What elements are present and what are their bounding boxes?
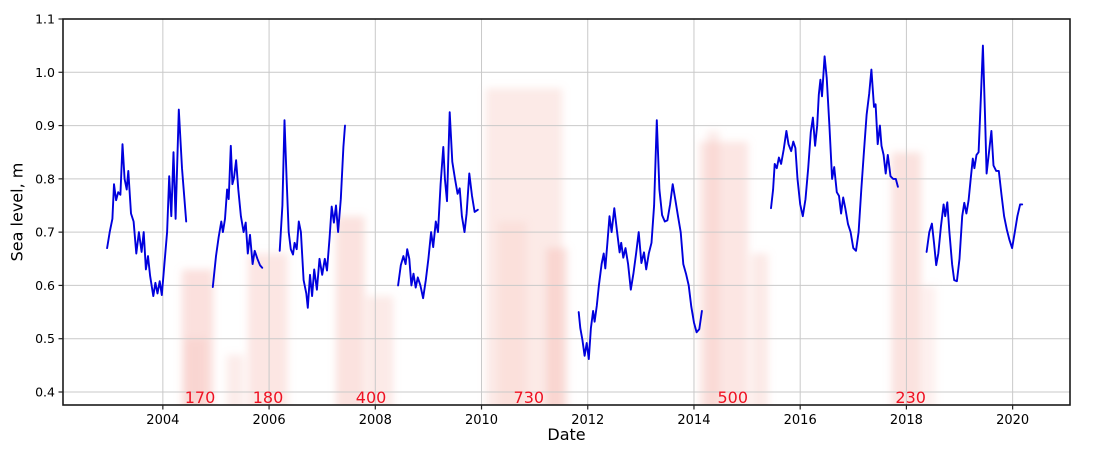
y-tick-label: 0.4 <box>35 384 55 399</box>
x-tick-label: 2004 <box>146 413 179 428</box>
gap-band <box>751 253 769 405</box>
series-segment <box>770 55 899 252</box>
x-tick-label: 2014 <box>677 413 710 428</box>
x-tick-label: 2010 <box>465 413 498 428</box>
x-tick-label: 2018 <box>890 413 923 428</box>
gap-band <box>366 296 394 405</box>
series-segment <box>106 108 188 298</box>
tick-labels: 2004 2006 2008 2010 2012 2014 2016 2018 2020 0.4 0… <box>35 12 1029 429</box>
x-tick-label: 2012 <box>571 413 604 428</box>
gap-band <box>247 253 288 405</box>
series-segment <box>211 144 264 288</box>
gap-band <box>185 338 207 405</box>
series-segment <box>397 111 479 300</box>
gap-annotations: 170 180 400 730 500 230 <box>185 388 926 407</box>
gap-band <box>706 130 720 405</box>
gap-band <box>546 248 568 405</box>
gap-annotation: 400 <box>356 388 387 407</box>
y-tick-label: 0.7 <box>35 225 55 240</box>
y-tick-label: 1.0 <box>35 65 55 80</box>
x-tick-label: 2020 <box>996 413 1029 428</box>
gap-annotation: 170 <box>185 388 216 407</box>
y-tick-label: 0.8 <box>35 171 55 186</box>
gap-annotation: 180 <box>253 388 284 407</box>
gap-band <box>335 216 365 405</box>
gap-annotation: 730 <box>514 388 545 407</box>
x-tick-label: 2016 <box>784 413 817 428</box>
series-segment <box>278 119 346 309</box>
gap-annotation: 500 <box>717 388 748 407</box>
y-tick-label: 0.5 <box>35 331 55 346</box>
y-axis-label: Sea level, m <box>7 162 27 262</box>
x-tick-label: 2008 <box>359 413 392 428</box>
gap-bands-layer <box>181 88 936 405</box>
series-segment <box>577 119 703 360</box>
axes-frame <box>62 18 1071 406</box>
y-tick-label: 0.6 <box>35 278 55 293</box>
gap-band <box>699 141 749 405</box>
series-segment <box>925 44 1024 283</box>
gap-band <box>497 221 527 405</box>
gap-bands <box>181 88 936 405</box>
y-tick-label: 0.9 <box>35 118 55 133</box>
gap-band <box>922 285 936 405</box>
y-tick-label: 1.1 <box>35 12 55 27</box>
gap-annotation: 230 <box>895 388 926 407</box>
sea-level-series <box>106 44 1024 360</box>
x-axis-label: Date <box>547 425 586 444</box>
ticks <box>58 18 1014 410</box>
x-tick-label: 2006 <box>253 413 286 428</box>
